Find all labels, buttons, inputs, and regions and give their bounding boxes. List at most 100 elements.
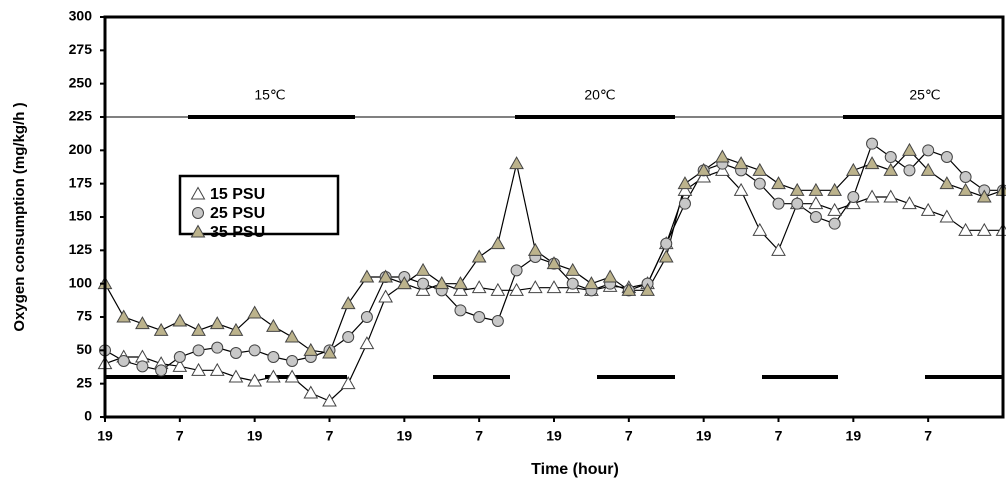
data-point <box>228 322 244 336</box>
data-point <box>752 162 768 176</box>
data-point <box>153 322 169 336</box>
data-point <box>864 156 880 170</box>
data-point <box>191 362 206 376</box>
x-tick-label: 7 <box>176 428 184 444</box>
data-point <box>378 269 393 283</box>
data-point <box>342 331 355 343</box>
data-point <box>902 142 917 156</box>
data-point <box>902 196 917 210</box>
plot <box>97 137 1006 407</box>
data-point <box>791 197 804 210</box>
data-point <box>303 342 319 356</box>
data-point <box>509 282 524 296</box>
data-point <box>135 349 150 363</box>
data-point <box>546 280 562 294</box>
data-point <box>621 282 637 296</box>
data-point <box>827 202 842 216</box>
data-point <box>303 385 319 399</box>
y-tick-label: 275 <box>69 41 93 57</box>
data-point <box>903 164 916 177</box>
x-tick-label: 19 <box>846 428 862 444</box>
y-tick-label: 250 <box>69 74 93 90</box>
data-point <box>471 280 487 294</box>
x-tick-label: 19 <box>546 428 562 444</box>
x-tick-label: 7 <box>775 428 783 444</box>
data-point <box>209 362 225 376</box>
legend-marker <box>190 224 206 238</box>
data-point <box>172 358 188 372</box>
y-tick-label: 225 <box>69 108 93 124</box>
data-point <box>808 182 824 196</box>
data-point <box>565 262 581 276</box>
data-point <box>248 344 261 357</box>
data-point <box>660 237 673 250</box>
data-point <box>172 313 188 327</box>
data-point <box>135 316 150 330</box>
data-point <box>527 280 543 294</box>
data-point <box>883 189 899 203</box>
data-point <box>284 369 300 383</box>
data-point <box>772 197 785 210</box>
data-point <box>845 162 861 176</box>
data-point <box>286 355 299 367</box>
data-point <box>809 211 822 223</box>
legend-label: 25 PSU <box>210 205 265 222</box>
data-point <box>434 276 450 290</box>
data-point <box>454 304 467 317</box>
y-tick-label: 25 <box>76 374 92 390</box>
data-point <box>771 242 786 256</box>
data-point <box>509 156 524 170</box>
data-point <box>340 376 356 390</box>
data-point <box>939 209 955 223</box>
data-point <box>209 316 225 330</box>
data-point <box>733 182 749 196</box>
data-point <box>733 156 749 170</box>
y-tick-label: 75 <box>76 308 92 324</box>
data-point <box>211 341 224 354</box>
data-point <box>136 360 149 373</box>
data-point <box>417 277 430 290</box>
y-tick-label: 0 <box>84 408 92 424</box>
legend-marker <box>192 207 204 219</box>
legend: 15 PSU 25 PSU 35 PSU <box>178 174 340 241</box>
data-point <box>753 177 766 190</box>
data-point <box>976 222 992 236</box>
data-point <box>453 276 468 290</box>
legend-marker <box>190 186 206 200</box>
x-tick-label: 19 <box>97 428 113 444</box>
x-tick-label: 7 <box>475 428 483 444</box>
data-point <box>922 144 935 157</box>
y-tick-label: 100 <box>69 274 93 290</box>
y-tick-label: 300 <box>69 8 93 24</box>
data-point <box>453 282 468 296</box>
data-point <box>640 282 655 296</box>
data-point <box>415 262 431 276</box>
data-point <box>378 289 393 303</box>
data-point <box>677 182 693 196</box>
x-tick-label: 19 <box>397 428 413 444</box>
annotation: 20℃ <box>584 87 615 103</box>
data-point <box>117 355 130 367</box>
data-point <box>340 296 356 310</box>
y-tick-label: 125 <box>69 241 93 257</box>
data-point <box>490 236 506 250</box>
data-point <box>192 344 205 357</box>
data-point <box>715 149 730 163</box>
data-point <box>940 151 953 163</box>
data-point <box>789 182 805 196</box>
legend-label: 35 PSU <box>210 224 265 241</box>
data-point <box>696 162 712 176</box>
data-point <box>847 191 860 203</box>
data-point <box>864 189 880 203</box>
data-point <box>920 162 936 176</box>
data-point <box>866 137 879 150</box>
data-point <box>473 311 486 323</box>
data-point <box>284 329 300 343</box>
annotation: 15℃ <box>254 87 285 103</box>
data-point <box>828 217 841 230</box>
data-point <box>808 196 824 210</box>
data-point <box>359 336 375 350</box>
data-point <box>322 393 337 407</box>
data-point <box>247 305 263 319</box>
